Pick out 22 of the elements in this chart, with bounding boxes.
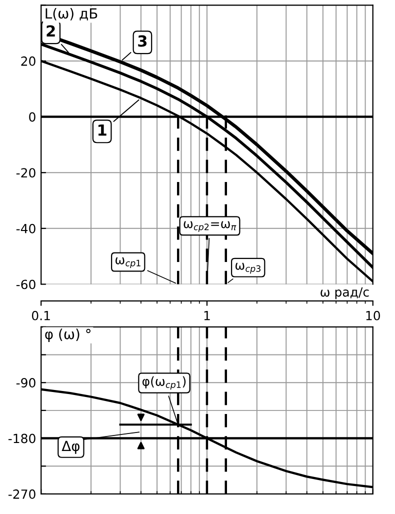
x-tick-label: 10 bbox=[366, 310, 380, 320]
y-tick-label: 20 bbox=[21, 56, 36, 66]
annotation: φ(ω$_{ср1}$) bbox=[142, 376, 186, 390]
annotation: Δφ bbox=[62, 440, 80, 454]
y-tick-label: -180 bbox=[8, 434, 36, 444]
series-label: 2 bbox=[46, 25, 55, 37]
text: 1 bbox=[98, 124, 106, 136]
y-tick-label: -20 bbox=[16, 168, 36, 178]
y-tick-label: -60 bbox=[16, 280, 36, 290]
y-axis-title: φ (ω) ° bbox=[45, 328, 90, 342]
y-tick-label: -40 bbox=[16, 224, 36, 234]
x-tick-label: 0.1 bbox=[32, 310, 50, 320]
x-tick-label: 1 bbox=[204, 311, 210, 320]
y-tick-label: 0 bbox=[29, 112, 36, 122]
annotation: ω$_{ср1}$ bbox=[116, 257, 140, 268]
x-axis-title: ω рад/с bbox=[320, 287, 369, 300]
y-tick-label: -270 bbox=[8, 489, 36, 499]
y-tick-label: -90 bbox=[16, 378, 36, 388]
annotation: ω$_{ср2}$=ω$_{π}$ bbox=[184, 221, 236, 232]
annotation: ω$_{ср3}$ bbox=[235, 262, 260, 274]
y-axis-title: L(ω) дБ bbox=[46, 8, 98, 20]
series-label: 3 bbox=[138, 35, 147, 47]
